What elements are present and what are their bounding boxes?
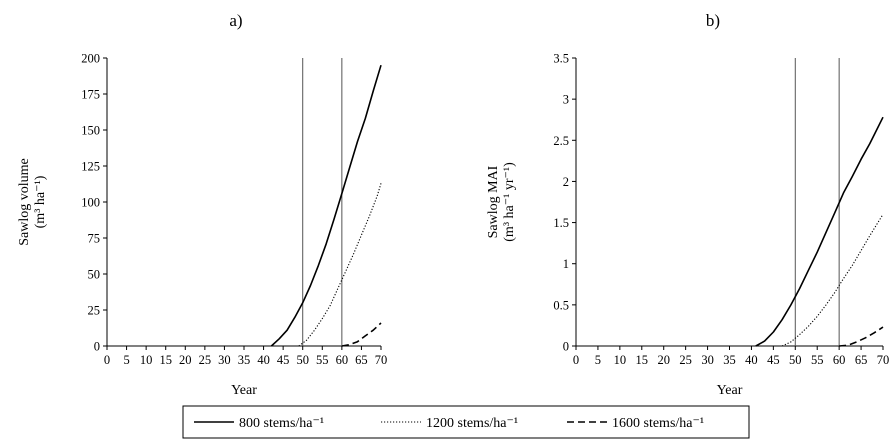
- legend: 800 stems/ha⁻¹ 1200 stems/ha⁻¹ 1600 stems/…: [183, 406, 749, 438]
- x-tick-label: 25: [199, 353, 212, 367]
- x-tick-label: 45: [767, 353, 780, 367]
- y-tick-label: 175: [81, 88, 100, 102]
- x-axis-title: Year: [231, 383, 257, 398]
- x-tick-label: 15: [159, 353, 172, 367]
- x-tick-label: 60: [336, 353, 349, 367]
- x-tick-label: 55: [811, 353, 824, 367]
- x-tick-label: 25: [679, 353, 692, 367]
- y-tick-label: 0: [563, 340, 569, 354]
- y-tick-label: 0: [94, 340, 100, 354]
- y-tick-label: 3: [563, 93, 569, 107]
- y-axis-unit: (m³ ha⁻¹ yr⁻¹): [502, 162, 517, 242]
- x-tick-label: 65: [355, 353, 368, 367]
- y-tick-label: 2.5: [553, 134, 569, 148]
- x-tick-label: 40: [745, 353, 758, 367]
- y-tick-label: 75: [88, 232, 101, 246]
- y-tick-label: 25: [88, 304, 101, 318]
- x-tick-label: 5: [123, 353, 129, 367]
- y-tick-label: 3.5: [553, 52, 569, 66]
- x-tick-label: 70: [877, 353, 890, 367]
- x-tick-label: 40: [257, 353, 270, 367]
- series-line-dotted: [299, 183, 381, 346]
- x-tick-label: 70: [375, 353, 388, 367]
- y-tick-label: 1.5: [553, 216, 569, 230]
- legend-label: 1600 stems/ha⁻¹: [612, 416, 704, 431]
- x-tick-label: 35: [238, 353, 251, 367]
- legend-label: 1200 stems/ha⁻¹: [426, 416, 518, 431]
- x-tick-label: 15: [636, 353, 649, 367]
- x-tick-label: 0: [573, 353, 579, 367]
- y-tick-label: 0.5: [553, 298, 569, 312]
- y-axis-title: Sawlog volume: [17, 158, 32, 246]
- panel-label: a): [229, 11, 242, 30]
- x-tick-label: 35: [723, 353, 736, 367]
- series-line-dotted: [782, 214, 883, 346]
- x-tick-label: 20: [657, 353, 670, 367]
- x-tick-label: 65: [855, 353, 868, 367]
- series-line-solid: [271, 65, 381, 346]
- x-axis-title: Year: [717, 383, 743, 398]
- y-tick-label: 100: [81, 196, 100, 210]
- x-tick-label: 55: [316, 353, 329, 367]
- series-line-solid: [756, 117, 883, 346]
- x-tick-label: 50: [789, 353, 802, 367]
- y-axis-title: Sawlog MAI: [486, 165, 501, 238]
- panel-b-chart: b) 0 0.5 1 1.5 2 2.5 3 3.5 0 5 10 15 20 25 30 35 40 45 50 55…: [486, 11, 889, 398]
- x-tick-label: 10: [614, 353, 627, 367]
- panel-label: b): [706, 11, 720, 30]
- y-tick-label: 125: [81, 160, 100, 174]
- y-tick-label: 1: [563, 257, 569, 271]
- y-axis-unit: (m³ ha⁻¹): [33, 175, 48, 228]
- y-tick-label: 2: [563, 175, 569, 189]
- x-tick-label: 0: [104, 353, 110, 367]
- x-tick-label: 45: [277, 353, 290, 367]
- y-tick-label: 50: [88, 268, 101, 282]
- y-tick-label: 150: [81, 124, 100, 138]
- legend-label: 800 stems/ha⁻¹: [239, 416, 324, 431]
- series-line-dashed: [839, 327, 883, 346]
- x-tick-label: 60: [833, 353, 846, 367]
- x-tick-label: 50: [296, 353, 309, 367]
- x-tick-label: 30: [701, 353, 714, 367]
- x-tick-label: 5: [595, 353, 601, 367]
- y-tick-label: 200: [81, 52, 100, 66]
- series-line-dashed: [342, 323, 381, 346]
- x-tick-label: 10: [140, 353, 153, 367]
- x-tick-label: 30: [218, 353, 231, 367]
- x-tick-label: 20: [179, 353, 192, 367]
